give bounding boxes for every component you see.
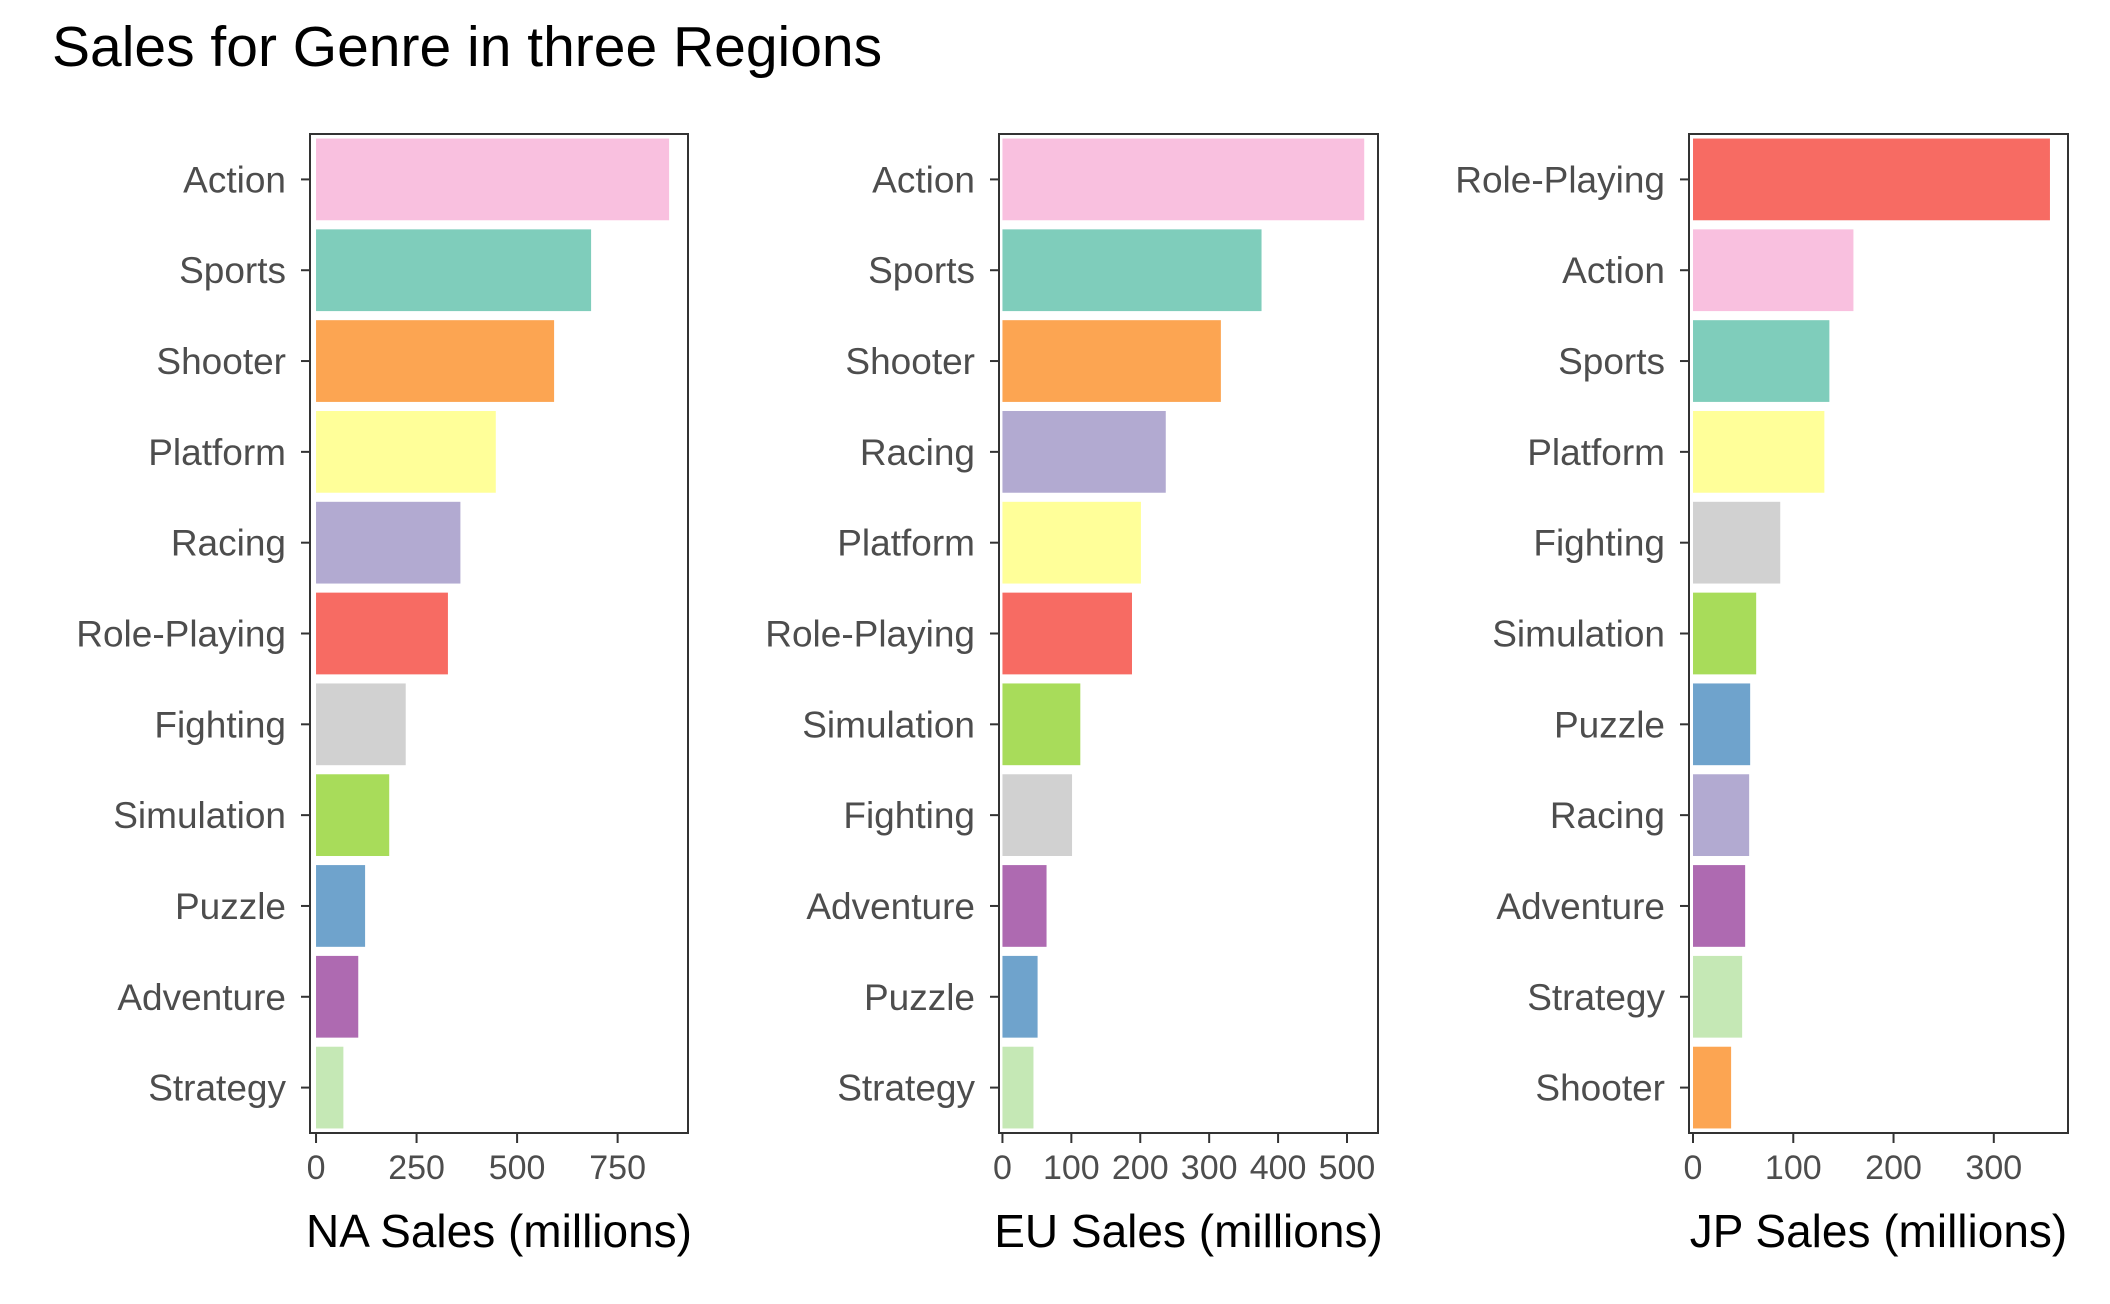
x-tick-label: 100 bbox=[1043, 1149, 1100, 1187]
category-label: Action bbox=[183, 159, 286, 200]
bar bbox=[1002, 410, 1166, 493]
category-label: Platform bbox=[1527, 432, 1665, 473]
bar bbox=[1693, 592, 1757, 675]
category-label: Sports bbox=[868, 250, 975, 291]
category-label: Role-Playing bbox=[76, 614, 286, 655]
panel-border bbox=[1688, 133, 2069, 1134]
category-label: Platform bbox=[148, 432, 286, 473]
chart-title: Sales for Genre in three Regions bbox=[52, 15, 883, 79]
x-tick-label: 200 bbox=[1865, 1149, 1922, 1187]
category-label: Strategy bbox=[837, 1068, 975, 1109]
bar bbox=[1693, 138, 2050, 221]
panel-border bbox=[309, 133, 689, 1134]
x-tick-label: 0 bbox=[1684, 1149, 1703, 1187]
category-label: Racing bbox=[1550, 795, 1665, 836]
x-tick-label: 250 bbox=[388, 1149, 445, 1187]
panel-1: Action Sports Shooter Platform Racing Role-Pl… bbox=[76, 133, 692, 1257]
panel-border bbox=[998, 133, 1379, 1134]
x-tick-label: 0 bbox=[993, 1149, 1012, 1187]
category-label: Shooter bbox=[845, 341, 975, 382]
bar bbox=[1002, 774, 1073, 857]
bar bbox=[1002, 592, 1132, 675]
category-label: Adventure bbox=[1496, 886, 1665, 927]
bar bbox=[1693, 865, 1746, 947]
bar bbox=[1002, 229, 1262, 312]
panel-3: Role-Playing Action Sports Platform Fighting… bbox=[1455, 133, 2069, 1257]
bar bbox=[316, 955, 359, 1038]
category-label: Simulation bbox=[113, 795, 286, 836]
bar bbox=[316, 865, 366, 947]
category-label: Platform bbox=[837, 523, 975, 564]
bar bbox=[1002, 683, 1081, 766]
category-label: Adventure bbox=[117, 977, 286, 1018]
category-label: Sports bbox=[179, 250, 286, 291]
bar bbox=[1693, 774, 1750, 857]
bar bbox=[316, 320, 555, 402]
bar bbox=[316, 1046, 344, 1129]
bar bbox=[1693, 955, 1743, 1038]
category-label: Shooter bbox=[1535, 1068, 1665, 1109]
bar bbox=[1002, 138, 1365, 221]
x-tick-label: 200 bbox=[1112, 1149, 1169, 1187]
bar bbox=[316, 410, 496, 493]
category-label: Racing bbox=[860, 432, 975, 473]
bar bbox=[1693, 320, 1830, 402]
x-tick-label: 500 bbox=[1319, 1149, 1376, 1187]
bar bbox=[1693, 410, 1825, 493]
bar bbox=[316, 683, 406, 766]
category-label: Simulation bbox=[1492, 614, 1665, 655]
bar bbox=[316, 592, 448, 675]
category-label: Sports bbox=[1558, 341, 1665, 382]
category-label: Strategy bbox=[148, 1068, 286, 1109]
x-tick-label: 300 bbox=[1965, 1149, 2022, 1187]
bar bbox=[1002, 320, 1221, 402]
bar bbox=[1693, 229, 1854, 312]
x-tick-label: 100 bbox=[1765, 1149, 1822, 1187]
category-label: Puzzle bbox=[864, 977, 975, 1018]
category-label: Role-Playing bbox=[1455, 159, 1665, 200]
category-label: Racing bbox=[171, 523, 286, 564]
x-tick-label: 500 bbox=[489, 1149, 546, 1187]
x-tick-label: 300 bbox=[1181, 1149, 1238, 1187]
x-tick-label: 400 bbox=[1250, 1149, 1307, 1187]
bar bbox=[1002, 1046, 1034, 1129]
x-tick-label: 0 bbox=[307, 1149, 326, 1187]
category-label: Role-Playing bbox=[765, 614, 975, 655]
category-label: Adventure bbox=[806, 886, 975, 927]
panel-2: Action Sports Shooter Racing Platform Role-Pl… bbox=[765, 133, 1383, 1257]
x-axis-title: NA Sales (millions) bbox=[306, 1205, 692, 1257]
bar bbox=[316, 774, 390, 857]
category-label: Action bbox=[1562, 250, 1665, 291]
bar bbox=[316, 138, 670, 221]
bar bbox=[1002, 865, 1047, 947]
bar bbox=[1693, 683, 1751, 766]
category-label: Puzzle bbox=[175, 886, 286, 927]
x-axis-title: EU Sales (millions) bbox=[994, 1205, 1383, 1257]
category-label: Action bbox=[872, 159, 975, 200]
category-label: Puzzle bbox=[1554, 704, 1665, 745]
category-label: Fighting bbox=[843, 795, 975, 836]
category-label: Shooter bbox=[156, 341, 286, 382]
bar bbox=[316, 229, 592, 312]
x-tick-label: 750 bbox=[589, 1149, 646, 1187]
x-axis-title: JP Sales (millions) bbox=[1690, 1205, 2067, 1257]
bar bbox=[1002, 501, 1141, 584]
bar bbox=[1693, 501, 1781, 584]
category-label: Fighting bbox=[154, 704, 286, 745]
category-label: Strategy bbox=[1527, 977, 1665, 1018]
category-label: Simulation bbox=[802, 704, 975, 745]
category-label: Fighting bbox=[1533, 523, 1665, 564]
bar bbox=[1002, 955, 1038, 1038]
bar bbox=[316, 501, 461, 584]
bar bbox=[1693, 1046, 1732, 1129]
